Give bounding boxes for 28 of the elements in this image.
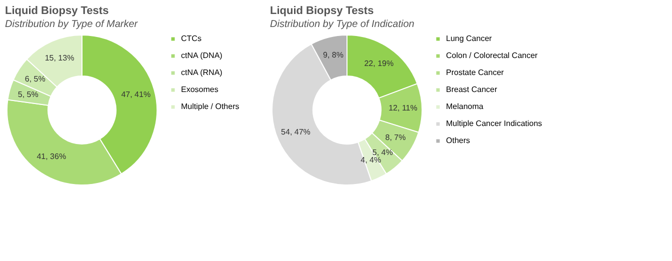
legend-label: Colon / Colorectal Cancer	[446, 51, 538, 60]
data-label: 9, 8%	[323, 50, 344, 60]
legend-label: Others	[446, 136, 470, 145]
data-label: 5, 4%	[372, 148, 393, 158]
chart-title: Liquid Biopsy Tests	[270, 5, 374, 17]
legend-label: Multiple / Others	[181, 102, 240, 111]
data-label: 54, 47%	[281, 127, 310, 136]
data-label: 8, 7%	[385, 133, 406, 142]
data-label: 5, 5%	[18, 90, 38, 99]
data-label: 6, 5%	[24, 74, 46, 84]
legend-label: Melanoma	[446, 102, 484, 111]
chart-subtitle: Distribution by Type of Indication	[270, 19, 415, 30]
legend-label: Lung Cancer	[446, 34, 492, 43]
data-label: 22, 19%	[364, 58, 394, 68]
legend-label: ctNA (RNA)	[181, 68, 223, 77]
legend-label: Multiple Cancer Indications	[446, 119, 542, 128]
legend-label: CTCs	[181, 34, 202, 43]
legend-label: Exosomes	[181, 85, 218, 94]
legend-label: Breast Cancer	[446, 85, 498, 94]
data-label: 41, 36%	[36, 152, 66, 161]
legend-label: ctNA (DNA)	[181, 51, 223, 60]
chart-subtitle: Distribution by Type of Marker	[5, 19, 138, 30]
data-label: 4, 4%	[360, 156, 382, 165]
chart-title: Liquid Biopsy Tests	[5, 5, 109, 17]
data-label: 12, 11%	[388, 103, 418, 112]
data-label: 47, 41%	[121, 90, 151, 99]
legend-label: Prostate Cancer	[446, 68, 504, 77]
data-label: 15, 13%	[44, 54, 74, 63]
